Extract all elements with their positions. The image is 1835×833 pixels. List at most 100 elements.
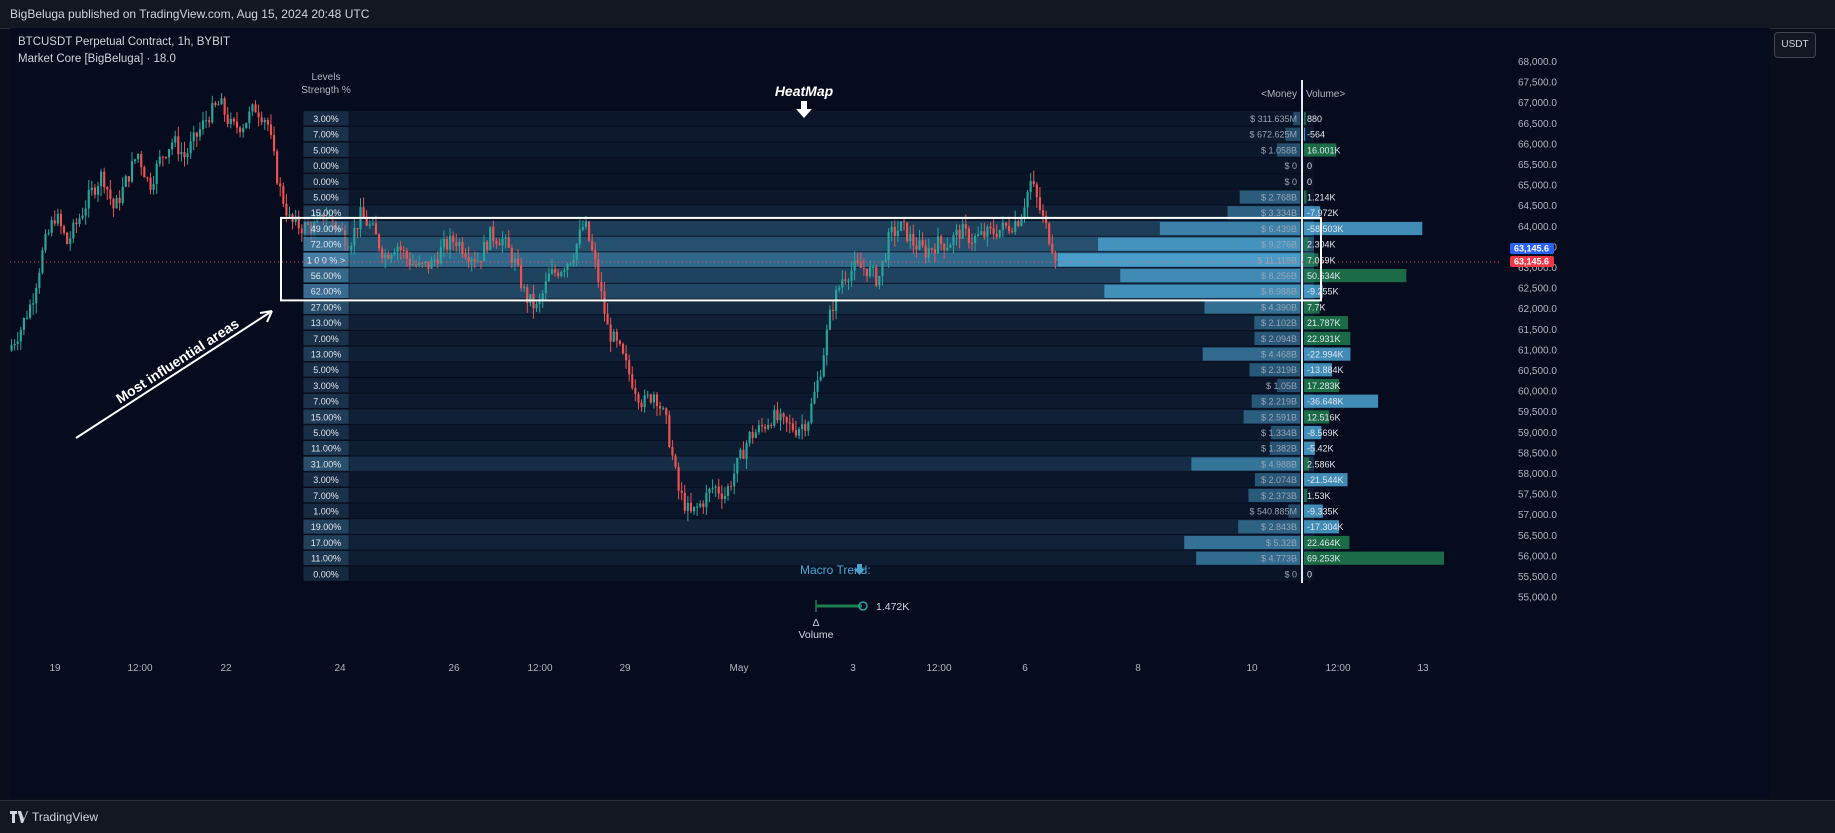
heatmap-row: [304, 362, 1314, 378]
current-price-value: 63,145.6: [1514, 244, 1549, 254]
candle-body: [859, 262, 862, 268]
volume-bar: [1304, 237, 1309, 251]
candle-body: [557, 272, 560, 276]
candle-body: [279, 183, 282, 187]
heatmap-row: [304, 173, 1314, 189]
candle-body: [402, 250, 405, 252]
heatmap-row: [304, 377, 1314, 393]
candle-body: [600, 281, 603, 292]
heatmap-row: [304, 236, 1314, 252]
time-axis: 19 12:00 22 24 26 12:00 29 May 3 12:00 6 8 10 12:00 13: [49, 663, 1429, 674]
time-axis-label: 12:00: [127, 663, 152, 674]
candle-body: [285, 203, 288, 216]
tradingview-logo[interactable]: TradingView: [10, 810, 98, 824]
volume-label: 17.283K: [1307, 381, 1341, 391]
candle-body: [430, 260, 433, 269]
level-strength-label: 7.00%: [313, 491, 339, 501]
volume-bar: [1304, 253, 1319, 267]
published-bar: BigBeluga published on TradingView.com, …: [0, 0, 1835, 29]
candle-body: [760, 425, 764, 427]
delta-volume-marker: [858, 601, 868, 611]
candle-body: [103, 171, 106, 188]
candle-body: [933, 249, 937, 254]
money-label: $ 2.094B: [1261, 334, 1297, 344]
candle-body: [692, 506, 696, 512]
candle-body: [371, 223, 374, 225]
money-label: $ 1.382B: [1261, 444, 1297, 454]
volume-bar: [1304, 457, 1310, 471]
candle-body: [1011, 231, 1014, 233]
candle-body: [381, 248, 384, 259]
candle-body: [584, 221, 588, 227]
candle-body: [967, 228, 970, 243]
candle-body: [235, 121, 239, 128]
candle-body: [776, 409, 779, 421]
level-strength-label: 49.00%: [311, 224, 342, 234]
levels-column: Levels Strength % 3.00% 7.00% 5.00% 0.00% 0.00…: [301, 72, 351, 582]
heatmap-row: [304, 534, 1314, 550]
candle-body: [501, 238, 504, 246]
money-label: $ 2.768B: [1261, 193, 1297, 203]
candle-body: [671, 447, 674, 456]
candle-body: [109, 189, 112, 199]
chart-area[interactable]: Levels Strength % 3.00% 7.00% 5.00% 0.00% 0.00…: [10, 28, 1770, 798]
level-strength-label: 5.00%: [313, 428, 339, 438]
candle-body: [353, 228, 356, 246]
money-header: <Money: [1261, 89, 1297, 100]
level-strength-cell: [302, 471, 350, 488]
candle-body: [257, 112, 260, 118]
volume-label: 16.001K: [1307, 145, 1341, 155]
heatmap-row: [304, 440, 1314, 456]
candle-body: [461, 242, 464, 254]
candle-body: [127, 176, 130, 182]
money-label: $ 540.885M: [1249, 507, 1297, 517]
price-axis-label: 57,000.0: [1518, 510, 1557, 521]
candle-body: [618, 340, 622, 344]
candle-body: [989, 226, 992, 229]
candle-body: [1035, 184, 1038, 198]
candle-body: [930, 248, 933, 250]
candle-body: [152, 184, 155, 190]
candle-body: [696, 506, 699, 508]
volume-label: 12.516K: [1307, 412, 1341, 422]
heatmap-row: [304, 330, 1314, 346]
candle-body: [100, 171, 103, 187]
currency-unit-button[interactable]: USDT: [1774, 32, 1816, 58]
candle-body: [325, 217, 328, 222]
candle-body: [541, 293, 544, 300]
level-strength-label: 5.00%: [313, 145, 339, 155]
candle-body: [467, 257, 470, 262]
money-label: $ 2.102B: [1261, 318, 1297, 328]
candle-body: [331, 216, 334, 223]
candle-body: [16, 341, 19, 345]
time-axis-label: 29: [619, 663, 631, 674]
price-axis-label: 58,500.0: [1518, 448, 1557, 459]
candle-body: [862, 267, 865, 269]
chart-svg[interactable]: Levels Strength % 3.00% 7.00% 5.00% 0.00% 0.00…: [10, 28, 1770, 798]
candle-body: [868, 267, 872, 276]
volume-label: 1.53K: [1307, 491, 1331, 501]
candle-body: [112, 198, 115, 209]
candle-body: [998, 229, 1001, 237]
volume-bar: [1304, 488, 1308, 502]
time-axis-label: 13: [1417, 663, 1429, 674]
level-strength-cell: [302, 346, 350, 362]
candle-body: [455, 242, 458, 247]
level-strength-label: 56.00%: [311, 271, 342, 281]
candle-body: [606, 313, 609, 325]
volume-bar: [1304, 112, 1306, 126]
candle-body: [167, 149, 171, 158]
candle-body: [788, 422, 791, 424]
money-label: $ 2.319B: [1261, 365, 1297, 375]
candle-body: [794, 430, 798, 436]
price-axis-label: 61,000.0: [1518, 345, 1557, 356]
money-label: $ 2.843B: [1261, 522, 1297, 532]
heatmap-row: [304, 205, 1314, 221]
candle-body: [668, 415, 671, 448]
candle-body: [1001, 222, 1004, 230]
volume-bar: [1304, 394, 1379, 408]
level-strength-cell: [302, 236, 350, 252]
money-label: $ 2.591B: [1261, 412, 1297, 422]
level-strength-label: 72.00%: [311, 240, 342, 250]
time-axis-label: 24: [334, 663, 346, 674]
